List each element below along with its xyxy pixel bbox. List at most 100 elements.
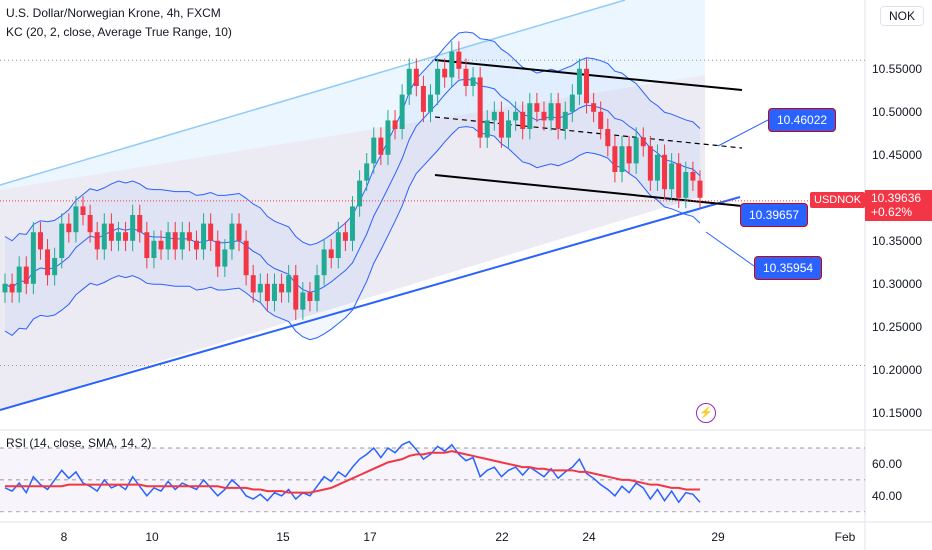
- candle-body: [328, 249, 334, 258]
- candle-body: [101, 223, 107, 250]
- candle-body: [640, 137, 646, 147]
- x-tick-label: 8: [61, 530, 68, 544]
- candle-body: [279, 283, 285, 293]
- candle-body: [59, 223, 65, 258]
- candle-body: [584, 68, 590, 104]
- candle-body: [676, 163, 682, 198]
- candle-body: [555, 103, 561, 129]
- lower-trendline: [0, 196, 741, 411]
- candle-body: [626, 146, 632, 164]
- candle-body: [491, 111, 497, 121]
- candle-body: [257, 283, 263, 293]
- y-tick-label: 10.45000: [872, 148, 922, 162]
- candle-body: [357, 180, 363, 207]
- candle-body: [30, 232, 36, 284]
- candle-body: [633, 137, 639, 164]
- candle-body: [463, 68, 469, 86]
- callout-lower-connector: [705, 231, 755, 267]
- candle-body: [321, 249, 327, 276]
- candle-body: [179, 232, 185, 250]
- candle-body: [250, 275, 256, 293]
- candle-body: [151, 240, 157, 258]
- candle-body: [697, 180, 703, 198]
- chart-title: U.S. Dollar/Norwegian Krone, 4h, FXCM: [6, 6, 221, 20]
- candle-body: [399, 94, 405, 129]
- candle-body: [66, 223, 72, 233]
- callout-upper-connector: [717, 119, 769, 147]
- candle-body: [413, 68, 419, 86]
- candle-body: [23, 266, 29, 284]
- candle-body: [669, 163, 675, 190]
- candle-body: [229, 223, 235, 250]
- candle-body: [314, 275, 320, 301]
- candle-body: [378, 137, 384, 155]
- candle-body: [385, 120, 391, 155]
- callout-lower: 10.35954: [754, 256, 823, 280]
- candle-body: [264, 283, 270, 301]
- candle-body: [45, 249, 51, 276]
- candle-body: [520, 111, 526, 129]
- candle-body: [158, 240, 164, 250]
- candle-body: [137, 215, 143, 233]
- candle-body: [335, 232, 341, 258]
- candle-body: [115, 232, 121, 241]
- candle-body: [16, 266, 22, 293]
- candle-body: [654, 154, 660, 181]
- candle-body: [293, 275, 299, 310]
- candle-body: [94, 232, 100, 250]
- candle-body: [428, 94, 434, 112]
- candle-body: [215, 240, 221, 267]
- candle-body: [662, 154, 668, 190]
- candle-body: [647, 146, 653, 181]
- currency-selector[interactable]: NOK: [879, 6, 924, 26]
- candle-body: [548, 103, 554, 121]
- y-tick-label: 10.25000: [872, 320, 922, 334]
- rsi-ma-line: [5, 450, 700, 494]
- candle-body: [477, 77, 483, 138]
- price-change: +0.62%: [871, 205, 913, 219]
- symbol-tag: USDNOK: [810, 192, 866, 208]
- candle-body: [52, 258, 58, 276]
- rsi-label: RSI (14, close, SMA, 14, 2): [6, 436, 152, 450]
- candle-body: [576, 68, 582, 95]
- candle-body: [130, 215, 136, 241]
- candle-body: [442, 68, 448, 78]
- y-tick-label: 10.15000: [872, 406, 922, 420]
- candle-body: [2, 283, 8, 293]
- candle-body: [392, 120, 398, 129]
- candle-body: [9, 283, 15, 293]
- lightning-icon[interactable]: ⚡: [696, 403, 716, 423]
- y-tick-label: 10.55000: [872, 62, 922, 76]
- x-tick-label: 10: [145, 530, 159, 544]
- y-tick-label: 10.30000: [872, 277, 922, 291]
- candle-body: [470, 77, 476, 86]
- last-price: 10.39636: [871, 191, 922, 205]
- candle-body: [598, 111, 604, 129]
- rsi-line: [4, 440, 701, 504]
- candle-body: [243, 240, 249, 276]
- candle-body: [37, 232, 43, 250]
- candle-body: [498, 111, 504, 138]
- candle-body: [364, 163, 370, 181]
- x-tick-label: 29: [711, 530, 725, 544]
- callout-upper: 10.46022: [768, 108, 837, 132]
- candle-body: [456, 51, 462, 69]
- candle-body: [420, 86, 426, 112]
- candle-body: [186, 232, 192, 241]
- candle-body: [513, 111, 519, 121]
- upper-channel-line: [0, 0, 626, 186]
- candle-body: [569, 94, 575, 112]
- candle-body: [371, 137, 377, 164]
- candle-body: [208, 223, 214, 241]
- candle-body: [619, 146, 625, 172]
- candle-body: [286, 275, 292, 293]
- candle-body: [172, 232, 178, 250]
- candle-body: [342, 232, 348, 241]
- last-price-tag: 10.39636 +0.62%: [865, 190, 932, 221]
- candle-body: [534, 103, 540, 112]
- candle-body: [435, 68, 441, 95]
- candle-body: [307, 292, 313, 301]
- candle-body: [683, 172, 689, 198]
- candle-body: [541, 111, 547, 121]
